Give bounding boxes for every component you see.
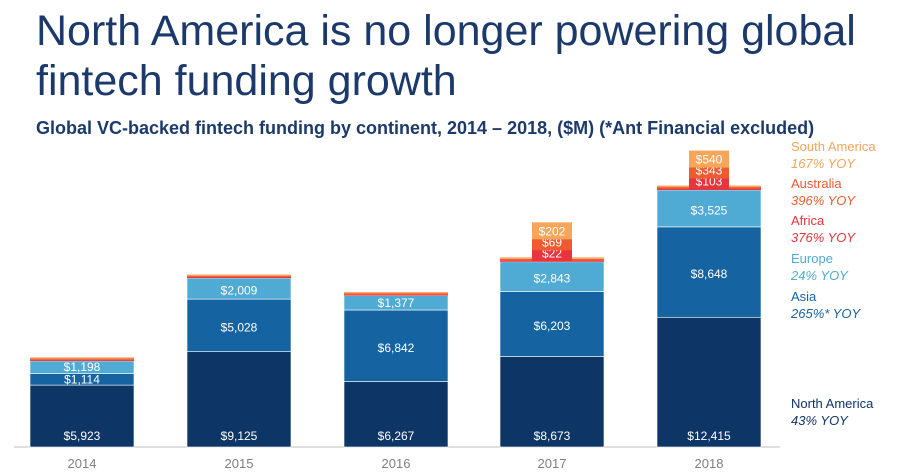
bar-asia-2017 [499, 291, 605, 357]
bar-top-cap-2015-1 [187, 275, 291, 277]
x-tick-label-2014: 2014 [68, 456, 97, 471]
legend-name-europe: Europe [791, 251, 833, 266]
data-label-north-america-2018: $12,415 [687, 429, 731, 443]
data-label-south-america-2017: $202 [539, 224, 566, 238]
data-label-north-america-2016: $6,267 [378, 429, 415, 443]
data-label-europe-2017: $2,843 [534, 272, 571, 286]
data-label-asia-2017: $6,203 [534, 319, 571, 333]
x-tick-label-2017: 2017 [538, 456, 567, 471]
data-label-europe-2015: $2,009 [221, 284, 258, 298]
data-label-europe-2016: $1,377 [378, 296, 415, 310]
bar-europe-2018 [656, 189, 762, 228]
bar-asia-2015 [186, 298, 292, 352]
data-label-asia-2015: $5,028 [221, 320, 258, 334]
legend-yoy-africa: 376% YOY [791, 230, 856, 245]
legend-name-africa: Africa [791, 213, 825, 228]
bar-top-cap-2015-0 [187, 276, 291, 279]
bar-asia-2016 [343, 309, 449, 382]
bar-top-cap-2016-1 [344, 293, 448, 295]
data-label-europe-2018: $3,525 [691, 203, 728, 217]
bar-north-america-2018 [656, 316, 762, 448]
legend-yoy-north-america: 43% YOY [791, 413, 849, 428]
x-tick-label-2016: 2016 [382, 456, 411, 471]
bar-top-cap-2015-2 [187, 274, 291, 276]
chart-subtitle: Global VC-backed fintech funding by cont… [36, 118, 815, 138]
legend-yoy-asia: 265%* YOY [790, 306, 861, 321]
bar-top-cap-2014-2 [30, 357, 134, 359]
legend-yoy-australia: 396% YOY [791, 193, 856, 208]
data-label-asia-2014: $1,114 [64, 372, 100, 386]
bar-top-cap-2016-0 [344, 294, 448, 296]
data-label-north-america-2014: $5,923 [64, 429, 101, 443]
legend-name-south-america: South America [791, 139, 876, 154]
bar-top-cap-2016-2 [344, 292, 448, 294]
bar-north-america-2016 [343, 381, 449, 448]
bar-europe-2017 [499, 261, 605, 292]
legend-name-australia: Australia [791, 176, 842, 191]
legend-yoy-south-america: 167% YOY [791, 156, 856, 171]
bar-top-cap-2014-0 [30, 359, 134, 361]
callout-south-america-2017 [532, 222, 572, 240]
x-tick-label-2018: 2018 [695, 456, 724, 471]
x-tick-label-2015: 2015 [225, 456, 254, 471]
data-label-europe-2014: $1,198 [64, 360, 101, 374]
bar-top-cap-2014-1 [30, 358, 134, 360]
data-label-south-america-2018: $540 [696, 153, 723, 167]
callout-south-america-2018 [689, 150, 729, 168]
data-label-asia-2016: $6,842 [378, 341, 415, 355]
data-label-asia-2018: $8,648 [691, 267, 728, 281]
legend-name-asia: Asia [791, 289, 817, 304]
data-label-north-america-2015: $9,125 [221, 429, 258, 443]
data-label-north-america-2017: $8,673 [534, 429, 571, 443]
bar-north-america-2015 [186, 351, 292, 448]
legend-yoy-europe: 24% YOY [790, 268, 849, 283]
legend-name-north-america: North America [791, 396, 874, 411]
bar-asia-2018 [656, 226, 762, 318]
chart-title: North America is no longer powering glob… [36, 7, 856, 105]
